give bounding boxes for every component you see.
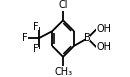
FancyBboxPatch shape: [96, 27, 102, 31]
FancyBboxPatch shape: [96, 45, 102, 49]
FancyBboxPatch shape: [24, 36, 28, 41]
Text: F: F: [22, 33, 27, 43]
FancyBboxPatch shape: [59, 67, 67, 73]
FancyBboxPatch shape: [85, 36, 90, 41]
Text: OH: OH: [96, 42, 111, 52]
FancyBboxPatch shape: [35, 47, 39, 51]
FancyBboxPatch shape: [35, 25, 39, 30]
Text: OH: OH: [96, 24, 111, 34]
Text: F: F: [33, 44, 39, 54]
FancyBboxPatch shape: [60, 5, 66, 10]
Text: Cl: Cl: [58, 0, 68, 10]
Text: CH₃: CH₃: [54, 67, 72, 77]
Text: B: B: [84, 33, 91, 43]
Text: F: F: [33, 22, 39, 32]
